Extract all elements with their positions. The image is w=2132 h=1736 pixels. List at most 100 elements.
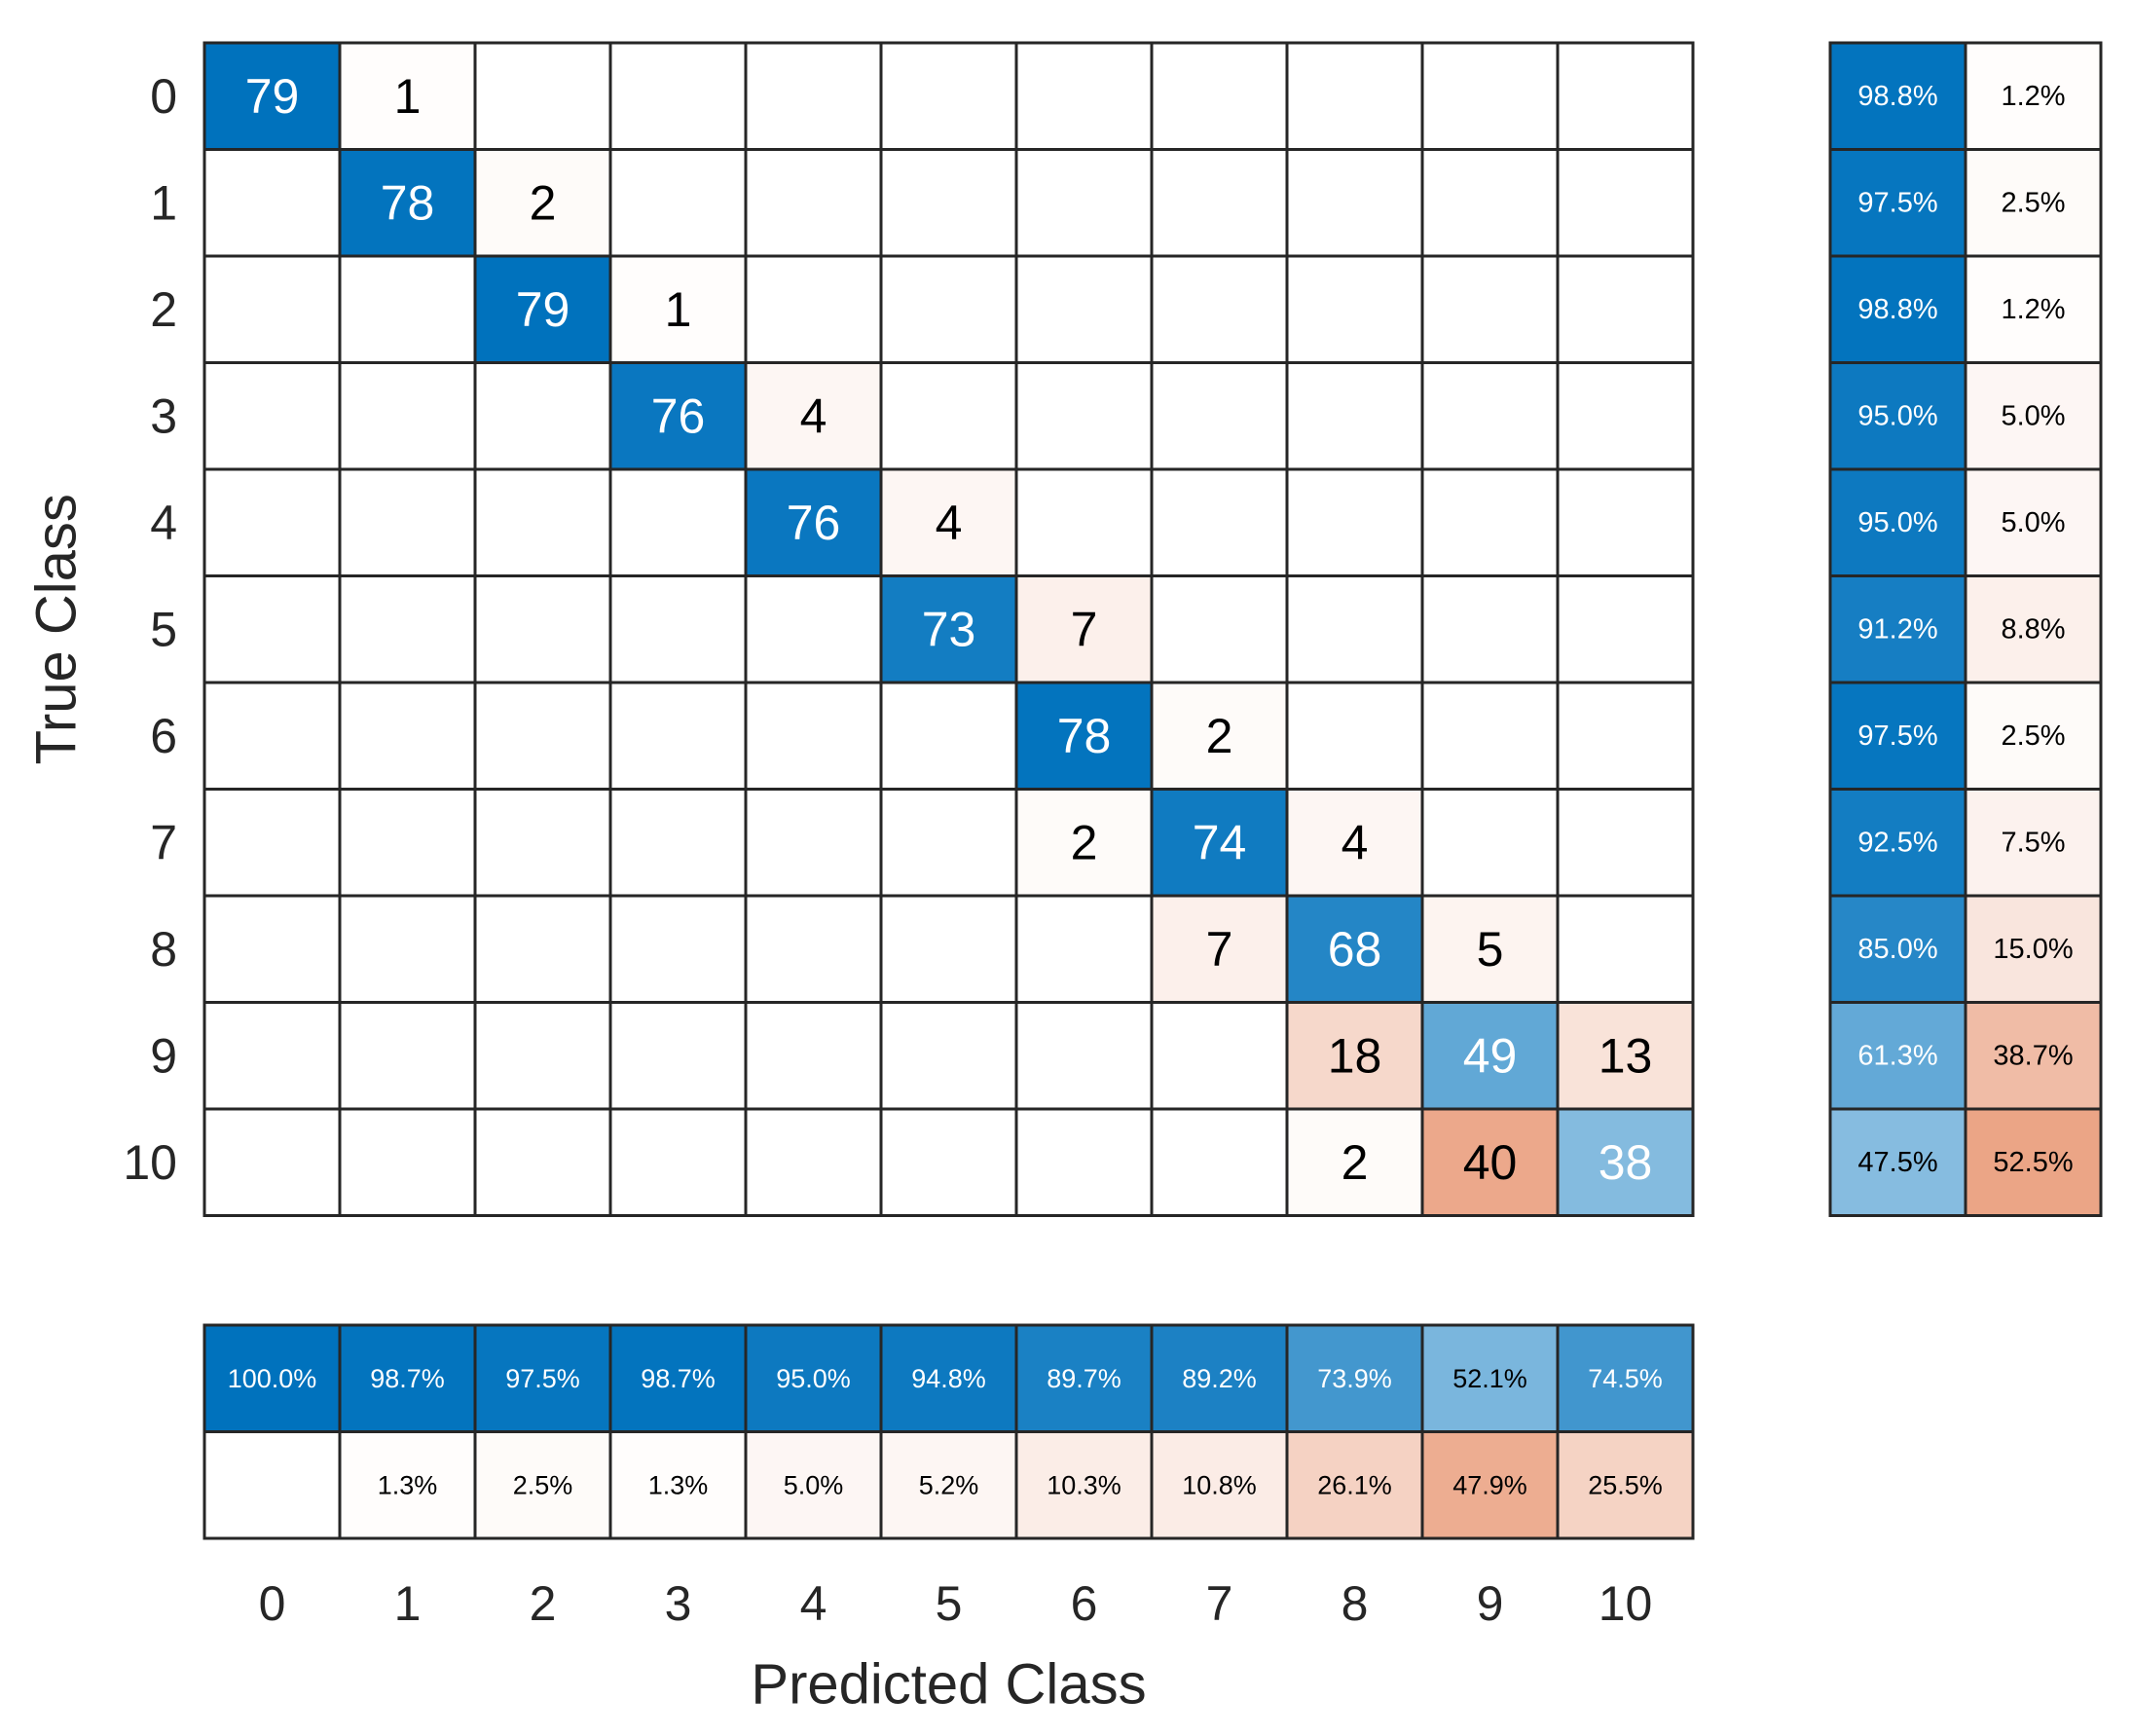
y-tick-label-7: 7 — [150, 815, 177, 869]
matrix-cell-0-7 — [1150, 41, 1289, 151]
y-tick-label-2: 2 — [150, 282, 177, 337]
y-tick-label-9: 9 — [150, 1028, 177, 1083]
col-summary-correct-value-7: 89.2% — [1182, 1364, 1257, 1393]
row-summary-correct-value-6: 97.5% — [1857, 720, 1937, 752]
matrix-cell-0-10 — [1556, 41, 1695, 151]
row-summary-correct-cell-4 — [1828, 467, 1967, 577]
col-summary-incorrect-value-3: 1.3% — [648, 1470, 709, 1499]
matrix-cell-8-7 — [1150, 894, 1289, 1004]
row-summary-incorrect-value-7: 7.5% — [2001, 827, 2065, 858]
matrix-value-3-3: 76 — [651, 388, 706, 443]
y-tick-label-8: 8 — [150, 922, 177, 977]
row-summary-correct-value-3: 95.0% — [1857, 400, 1937, 431]
row-summary-incorrect-value-1: 2.5% — [2001, 187, 2065, 218]
y-tick-label-4: 4 — [150, 496, 177, 550]
row-summary-incorrect-cell-7 — [1964, 788, 2103, 898]
col-summary-incorrect-value-4: 5.0% — [784, 1470, 844, 1499]
matrix-cell-1-10 — [1556, 148, 1695, 258]
col-summary-correct-value-6: 89.7% — [1047, 1364, 1121, 1393]
col-summary-incorrect-value-6: 10.3% — [1047, 1470, 1121, 1499]
matrix-cell-7-9 — [1420, 788, 1560, 898]
matrix-cell-3-9 — [1420, 361, 1560, 471]
matrix-cell-10-4 — [744, 1107, 883, 1217]
x-tick-label-5: 5 — [936, 1576, 963, 1631]
matrix-cell-5-7 — [1150, 574, 1289, 684]
matrix-cell-0-0 — [202, 41, 342, 151]
matrix-value-7-8: 4 — [1342, 815, 1369, 869]
col-summary-correct-cell-5 — [879, 1323, 1018, 1433]
matrix-cell-9-9 — [1420, 1001, 1560, 1111]
matrix-cell-4-2 — [473, 467, 612, 577]
matrix-cell-3-5 — [879, 361, 1018, 471]
x-tick-label-2: 2 — [530, 1576, 557, 1631]
matrix-cell-1-6 — [1014, 148, 1154, 258]
row-summary-incorrect-cell-4 — [1964, 467, 2103, 577]
row-summary-incorrect-cell-8 — [1964, 894, 2103, 1004]
matrix-cell-0-8 — [1285, 41, 1424, 151]
matrix-cell-6-10 — [1556, 681, 1695, 791]
matrix-cell-5-1 — [338, 574, 477, 684]
matrix-cell-2-3 — [608, 254, 748, 364]
matrix-cell-9-0 — [202, 1001, 342, 1111]
row-summary-correct-cell-10 — [1828, 1107, 1967, 1217]
matrix-cell-8-8 — [1285, 894, 1424, 1004]
matrix-cell-2-1 — [338, 254, 477, 364]
matrix-cell-8-1 — [338, 894, 477, 1004]
matrix-cell-0-1 — [338, 41, 477, 151]
matrix-cell-1-8 — [1285, 148, 1424, 258]
matrix-cell-9-3 — [608, 1001, 748, 1111]
row-summary-correct-value-5: 91.2% — [1857, 613, 1937, 645]
col-summary-correct-value-8: 73.9% — [1317, 1364, 1392, 1393]
matrix-value-7-6: 2 — [1071, 815, 1098, 869]
matrix-cell-6-5 — [879, 681, 1018, 791]
y-tick-label-0: 0 — [150, 69, 177, 124]
col-summary-incorrect-cell-7 — [1150, 1430, 1289, 1540]
matrix-cell-6-3 — [608, 681, 748, 791]
matrix-cell-7-3 — [608, 788, 748, 898]
matrix-cell-5-9 — [1420, 574, 1560, 684]
col-summary-correct-cell-7 — [1150, 1323, 1289, 1433]
matrix-cell-0-6 — [1014, 41, 1154, 151]
matrix-cell-3-7 — [1150, 361, 1289, 471]
matrix-cell-10-7 — [1150, 1107, 1289, 1217]
matrix-cell-4-6 — [1014, 467, 1154, 577]
row-summary-correct-value-4: 95.0% — [1857, 507, 1937, 538]
matrix-cell-3-1 — [338, 361, 477, 471]
y-tick-label-5: 5 — [150, 602, 177, 656]
row-summary-incorrect-value-10: 52.5% — [1993, 1147, 2073, 1178]
matrix-cell-1-7 — [1150, 148, 1289, 258]
matrix-cell-8-3 — [608, 894, 748, 1004]
row-summary-correct-value-8: 85.0% — [1857, 934, 1937, 965]
matrix-value-1-2: 2 — [530, 175, 557, 230]
matrix-cell-4-7 — [1150, 467, 1289, 577]
matrix-cell-8-0 — [202, 894, 342, 1004]
row-summary-incorrect-value-8: 15.0% — [1993, 934, 2073, 965]
matrix-cell-1-9 — [1420, 148, 1560, 258]
row-summary-correct-cell-0 — [1828, 41, 1967, 151]
matrix-cell-8-4 — [744, 894, 883, 1004]
matrix-cell-7-7 — [1150, 788, 1289, 898]
y-tick-label-3: 3 — [150, 388, 177, 443]
matrix-value-10-9: 40 — [1463, 1135, 1518, 1190]
x-tick-label-10: 10 — [1599, 1576, 1653, 1631]
row-summary-correct-cell-1 — [1828, 148, 1967, 258]
row-summary-incorrect-value-9: 38.7% — [1993, 1040, 2073, 1071]
matrix-cell-10-0 — [202, 1107, 342, 1217]
matrix-cell-7-2 — [473, 788, 612, 898]
matrix-value-4-4: 76 — [787, 496, 841, 550]
col-summary-incorrect-value-10: 25.5% — [1588, 1470, 1663, 1499]
matrix-value-0-0: 79 — [245, 69, 300, 124]
x-tick-label-8: 8 — [1342, 1576, 1369, 1631]
matrix-cell-2-7 — [1150, 254, 1289, 364]
col-summary-incorrect-value-1: 1.3% — [378, 1470, 438, 1499]
row-summary-incorrect-value-6: 2.5% — [2001, 720, 2065, 752]
matrix-cell-9-4 — [744, 1001, 883, 1111]
matrix-cell-0-9 — [1420, 41, 1560, 151]
row-summary-correct-cell-9 — [1828, 1001, 1967, 1111]
matrix-cell-0-4 — [744, 41, 883, 151]
matrix-cell-4-8 — [1285, 467, 1424, 577]
matrix-value-8-8: 68 — [1328, 922, 1382, 977]
col-summary-correct-value-0: 100.0% — [228, 1364, 317, 1393]
row-summary-correct-value-7: 92.5% — [1857, 827, 1937, 858]
